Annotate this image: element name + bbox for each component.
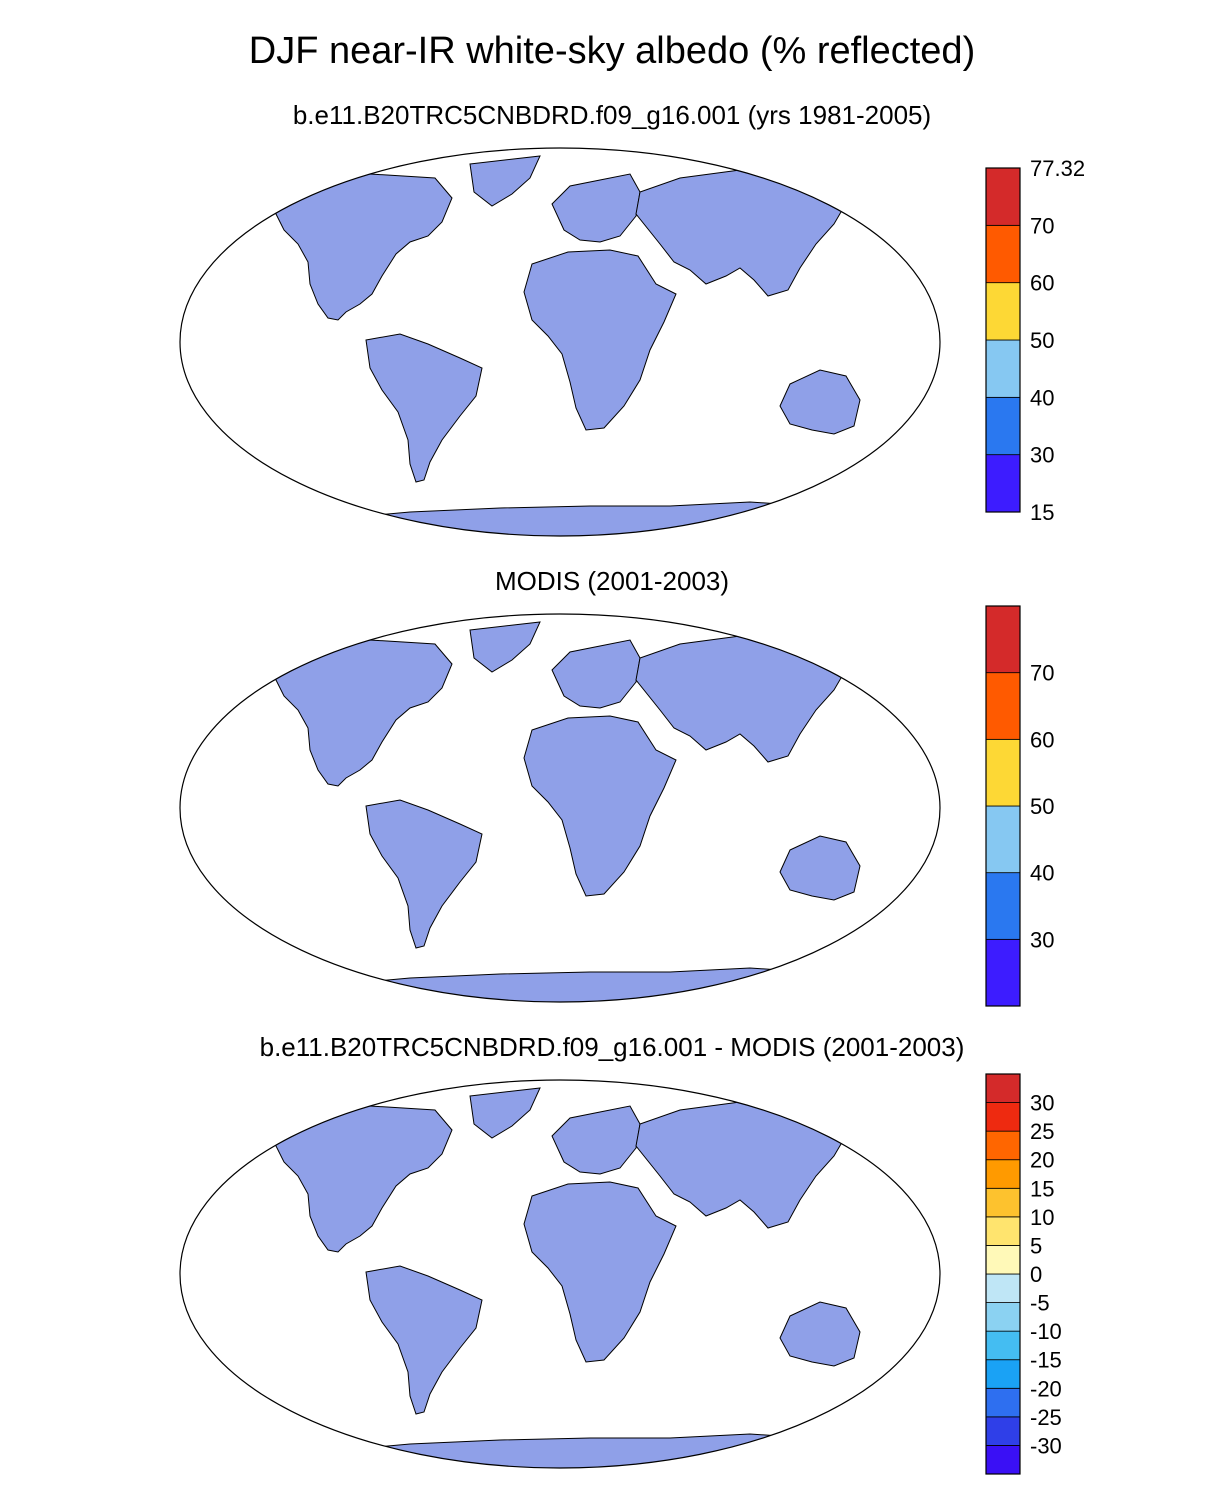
colorbar-swatch <box>985 1416 1021 1446</box>
panel-title-model: b.e11.B20TRC5CNBDRD.f09_g16.001 (yrs 198… <box>292 100 932 130</box>
continent-south-america <box>365 1265 483 1415</box>
panel-title-diff: b.e11.B20TRC5CNBDRD.f09_g16.001 - MODIS … <box>259 1032 965 1062</box>
continent-asia <box>635 169 851 297</box>
colorbar-tick-label: 77.32 <box>1030 160 1085 181</box>
colorbar-swatch <box>985 672 1021 740</box>
colorbar-swatch <box>985 1130 1021 1161</box>
continent-north-america <box>273 1105 453 1253</box>
colorbar-tick-label: 15 <box>1030 1176 1054 1201</box>
continent-australia <box>779 835 861 901</box>
continent-antarctica <box>318 967 812 1002</box>
colorbar-tick-label: 0 <box>1030 1262 1042 1287</box>
colorbar-swatch <box>985 282 1021 341</box>
colorbar-swatch <box>985 1445 1021 1475</box>
colorbar-tick-label: -10 <box>1030 1319 1062 1344</box>
colorbar-tick-label: -15 <box>1030 1348 1062 1373</box>
continent-greenland <box>469 155 541 207</box>
continent-antarctica <box>318 501 812 536</box>
colorbar-swatch <box>985 605 1021 674</box>
colorbar-swatch <box>985 167 1021 226</box>
continent-antarctica <box>318 1433 812 1468</box>
figure-title: DJF near-IR white-sky albedo (% reflecte… <box>248 30 976 72</box>
continent-south-america <box>365 333 483 483</box>
colorbar-tick-label: 30 <box>1030 927 1054 952</box>
colorbar-model: 15 30 40 50 60 70 77.32 <box>985 160 1085 525</box>
colorbar-tick-label: 50 <box>1030 794 1054 819</box>
colorbar-tick-label: 30 <box>1030 443 1054 468</box>
continent-europe <box>551 173 641 243</box>
colorbar-swatch <box>985 738 1021 807</box>
colorbar-tick-label: 15 <box>1030 500 1054 525</box>
colorbar-swatch <box>985 1359 1021 1389</box>
colorbar-tick-label: 5 <box>1030 1233 1042 1258</box>
map-model <box>179 147 941 537</box>
colorbar-tick-label: 70 <box>1030 213 1054 238</box>
map-diff <box>179 1079 941 1469</box>
continent-north-america <box>273 173 453 321</box>
colorbar-tick-label: 40 <box>1030 385 1054 410</box>
colorbar-tick-label: 10 <box>1030 1205 1054 1230</box>
colorbar-tick-label: -5 <box>1030 1291 1050 1316</box>
colorbar-swatch <box>985 805 1021 874</box>
colorbar-tick-label: -20 <box>1030 1376 1062 1401</box>
colorbar-swatch <box>985 1159 1021 1189</box>
continent-greenland <box>469 1087 541 1139</box>
colorbar-tick-label: 20 <box>1030 1148 1054 1173</box>
colorbar-tick-label: -30 <box>1030 1433 1062 1458</box>
colorbar-obs: 30 40 50 60 70 <box>985 605 1054 1007</box>
map-obs <box>179 613 941 1003</box>
colorbar-swatch <box>985 396 1021 456</box>
map-border <box>179 147 941 537</box>
continent-north-america <box>273 639 453 787</box>
colorbar-swatch <box>985 1302 1021 1332</box>
colorbar-swatch <box>985 938 1021 1007</box>
colorbar-swatch <box>985 224 1021 284</box>
colorbar-swatch <box>985 1245 1021 1275</box>
map-border <box>179 1079 941 1469</box>
colorbar-tick-label: 40 <box>1030 861 1054 886</box>
colorbar-tick-label: 60 <box>1030 727 1054 752</box>
continent-europe <box>551 639 641 709</box>
continent-asia <box>635 635 851 763</box>
colorbar-tick-label: 70 <box>1030 661 1054 686</box>
colorbar-swatch <box>985 1387 1021 1418</box>
colorbar-swatch <box>985 1102 1021 1132</box>
colorbar-tick-label: 50 <box>1030 328 1054 353</box>
continent-europe <box>551 1105 641 1175</box>
colorbar-tick-label: 30 <box>1030 1091 1054 1116</box>
continent-greenland <box>469 621 541 673</box>
continent-south-america <box>365 799 483 949</box>
continent-australia <box>779 369 861 435</box>
colorbar-swatch <box>985 1330 1021 1361</box>
panel-title-obs: MODIS (2001-2003) <box>494 566 730 596</box>
colorbar-tick-label: 60 <box>1030 271 1054 296</box>
colorbar-swatch <box>985 1073 1021 1103</box>
colorbar-swatch <box>985 872 1021 940</box>
continent-africa <box>523 715 677 897</box>
colorbar-tick-label: 25 <box>1030 1119 1054 1144</box>
continent-africa <box>523 1181 677 1363</box>
map-border <box>179 613 941 1003</box>
continent-asia <box>635 1101 851 1229</box>
colorbar-swatch <box>985 1273 1021 1303</box>
colorbar-swatch <box>985 454 1021 513</box>
continent-africa <box>523 249 677 431</box>
colorbar-tick-label: -25 <box>1030 1405 1062 1430</box>
colorbar-swatch <box>985 339 1021 398</box>
continent-australia <box>779 1301 861 1367</box>
colorbar-swatch <box>985 1216 1021 1246</box>
colorbar-swatch <box>985 1187 1021 1218</box>
colorbar-diff: -30 -25 -20 -15 -10 -5 0 5 10 15 20 25 30 <box>985 1073 1062 1475</box>
